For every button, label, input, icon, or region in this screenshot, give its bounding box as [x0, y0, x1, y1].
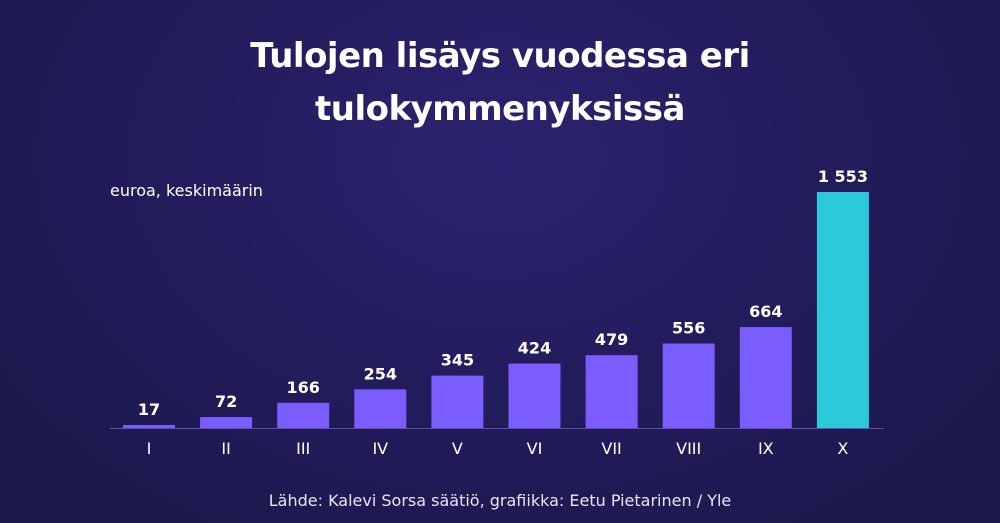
value-label-VIII: 556 [672, 319, 705, 338]
category-label-VI: VI [527, 439, 543, 458]
bar-III [277, 402, 330, 428]
bar-VI [508, 363, 561, 428]
value-label-IX: 664 [749, 302, 782, 321]
category-label-III: III [296, 439, 310, 458]
category-label-VIII: VIII [676, 439, 701, 458]
category-label-IX: IX [758, 439, 774, 458]
value-label-X: 1 553 [818, 167, 868, 186]
category-label-V: V [452, 439, 463, 458]
bar-X [816, 192, 869, 428]
bar-IX [739, 327, 792, 428]
category-label-I: I [147, 439, 152, 458]
category-label-X: X [837, 439, 848, 458]
source-credit: Lähde: Kalevi Sorsa säätiö, grafiikka: E… [268, 491, 732, 510]
category-label-IV: IV [372, 439, 388, 458]
bar-I [123, 425, 175, 428]
bar-V [431, 375, 484, 428]
value-label-VII: 479 [595, 330, 628, 349]
value-label-III: 166 [286, 378, 319, 397]
bar-VIII [662, 343, 715, 428]
chart-title-line-1: Tulojen lisäys vuodessa eri [250, 36, 750, 76]
category-label-II: II [221, 439, 230, 458]
value-label-V: 345 [441, 351, 474, 370]
chart-title: Tulojen lisäys vuodessa eri tulokymmenyk… [0, 30, 1000, 136]
bar-VII [585, 355, 638, 428]
category-label-VII: VII [601, 439, 621, 458]
bar-IV [354, 389, 407, 428]
value-label-VI: 424 [518, 339, 551, 358]
value-label-II: 72 [215, 392, 237, 411]
unit-label: euroa, keskimäärin [110, 181, 263, 200]
value-label-I: 17 [138, 400, 160, 419]
value-label-IV: 254 [364, 364, 397, 383]
bar-II [200, 417, 253, 428]
chart-title-line-2: tulokymmenyksissä [315, 89, 685, 129]
